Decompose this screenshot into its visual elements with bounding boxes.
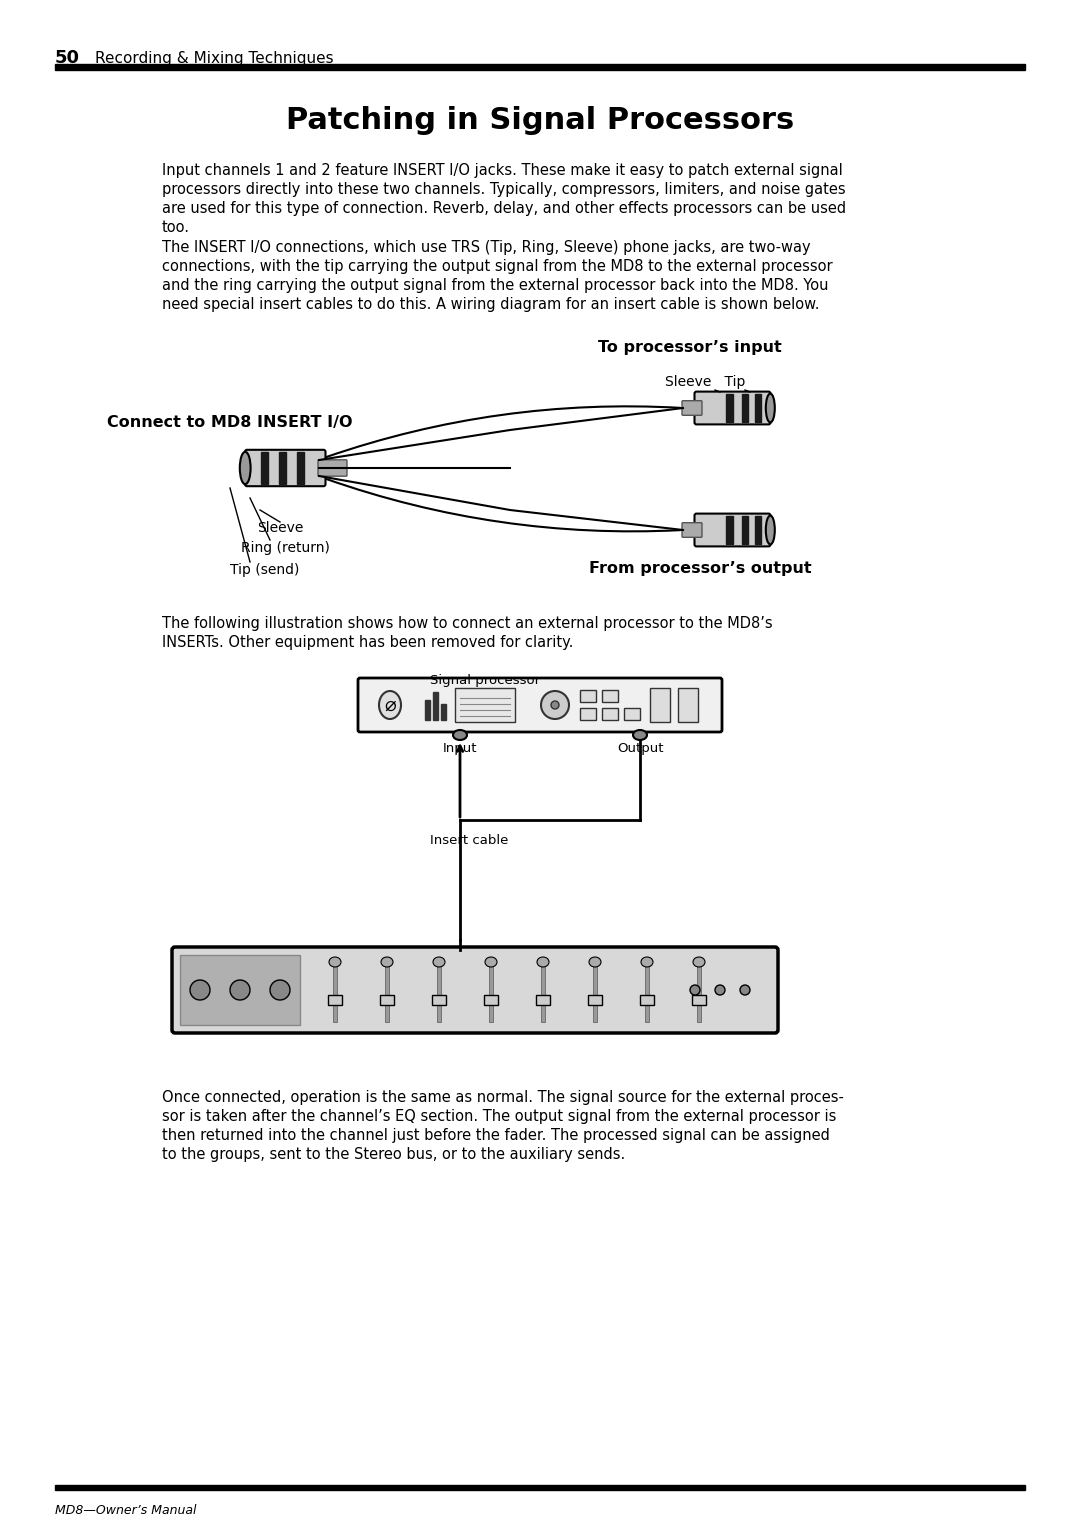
Bar xyxy=(742,515,747,544)
Bar xyxy=(580,707,596,720)
Ellipse shape xyxy=(766,394,774,422)
FancyBboxPatch shape xyxy=(357,678,723,732)
Bar xyxy=(726,515,732,544)
Text: then returned into the channel just before the fader. The processed signal can b: then returned into the channel just befo… xyxy=(162,1128,829,1143)
FancyBboxPatch shape xyxy=(172,947,778,1033)
Bar xyxy=(645,958,649,1022)
Bar xyxy=(541,958,545,1022)
Ellipse shape xyxy=(541,691,569,720)
Bar xyxy=(624,707,640,720)
Text: Once connected, operation is the same as normal. The signal source for the exter: Once connected, operation is the same as… xyxy=(162,1089,843,1105)
FancyBboxPatch shape xyxy=(694,391,770,425)
Ellipse shape xyxy=(642,957,653,967)
Bar xyxy=(484,995,498,1005)
Ellipse shape xyxy=(690,986,700,995)
Text: Sleeve   Tip: Sleeve Tip xyxy=(665,374,745,390)
Text: The INSERT I/O connections, which use TRS (Tip, Ring, Sleeve) phone jacks, are t: The INSERT I/O connections, which use TR… xyxy=(162,240,811,255)
Bar xyxy=(580,691,596,701)
Bar xyxy=(742,394,747,422)
FancyBboxPatch shape xyxy=(245,449,325,486)
Text: Recording & Mixing Techniques: Recording & Mixing Techniques xyxy=(95,50,334,66)
Ellipse shape xyxy=(633,730,647,740)
Bar xyxy=(432,995,446,1005)
Text: ⌀: ⌀ xyxy=(384,695,396,715)
Bar xyxy=(692,995,706,1005)
Text: too.: too. xyxy=(162,220,190,235)
Bar xyxy=(602,707,618,720)
Bar xyxy=(55,64,1025,70)
Ellipse shape xyxy=(381,957,393,967)
Ellipse shape xyxy=(485,957,497,967)
Text: Input channels 1 and 2 feature INSERT I/O jacks. These make it easy to patch ext: Input channels 1 and 2 feature INSERT I/… xyxy=(162,163,842,177)
Bar xyxy=(593,958,597,1022)
Ellipse shape xyxy=(740,986,750,995)
Ellipse shape xyxy=(589,957,600,967)
Bar xyxy=(437,958,441,1022)
Bar xyxy=(328,995,342,1005)
Text: Output: Output xyxy=(617,741,663,755)
Ellipse shape xyxy=(329,957,341,967)
Ellipse shape xyxy=(551,701,559,709)
Bar xyxy=(55,1485,1025,1490)
Text: Patching in Signal Processors: Patching in Signal Processors xyxy=(286,105,794,134)
Ellipse shape xyxy=(433,957,445,967)
Bar xyxy=(602,691,618,701)
FancyBboxPatch shape xyxy=(694,513,770,547)
Text: 50: 50 xyxy=(55,49,80,67)
Ellipse shape xyxy=(453,730,467,740)
Text: Connect to MD8 INSERT I/O: Connect to MD8 INSERT I/O xyxy=(107,414,353,429)
Text: connections, with the tip carrying the output signal from the MD8 to the externa: connections, with the tip carrying the o… xyxy=(162,260,833,274)
Bar xyxy=(380,995,394,1005)
Text: sor is taken after the channel’s EQ section. The output signal from the external: sor is taken after the channel’s EQ sect… xyxy=(162,1109,836,1125)
Text: The following illustration shows how to connect an external processor to the MD8: The following illustration shows how to … xyxy=(162,616,772,631)
Bar xyxy=(279,452,286,484)
Ellipse shape xyxy=(537,957,549,967)
Ellipse shape xyxy=(379,691,401,720)
Ellipse shape xyxy=(240,452,251,484)
Ellipse shape xyxy=(190,979,210,999)
Bar xyxy=(260,452,268,484)
Text: to the groups, sent to the Stereo bus, or to the auxiliary sends.: to the groups, sent to the Stereo bus, o… xyxy=(162,1148,625,1161)
Bar xyxy=(489,958,492,1022)
Bar xyxy=(384,958,389,1022)
Bar xyxy=(297,452,303,484)
Text: are used for this type of connection. Reverb, delay, and other effects processor: are used for this type of connection. Re… xyxy=(162,202,846,215)
Ellipse shape xyxy=(715,986,725,995)
Bar xyxy=(441,704,446,720)
Text: To processor’s input: To processor’s input xyxy=(598,339,782,354)
FancyBboxPatch shape xyxy=(318,460,347,477)
Bar xyxy=(333,958,337,1022)
Text: processors directly into these two channels. Typically, compressors, limiters, a: processors directly into these two chann… xyxy=(162,182,846,197)
Text: Ring (return): Ring (return) xyxy=(241,541,329,555)
Bar xyxy=(678,688,698,723)
Ellipse shape xyxy=(693,957,705,967)
Bar xyxy=(536,995,550,1005)
Bar xyxy=(650,688,670,723)
Text: and the ring carrying the output signal from the external processor back into th: and the ring carrying the output signal … xyxy=(162,278,828,293)
Text: From processor’s output: From processor’s output xyxy=(589,561,811,576)
Ellipse shape xyxy=(270,979,291,999)
Bar xyxy=(697,958,701,1022)
Bar xyxy=(640,995,654,1005)
Bar xyxy=(180,955,300,1025)
Text: Signal processor: Signal processor xyxy=(430,674,540,686)
FancyBboxPatch shape xyxy=(681,400,702,416)
Text: Input: Input xyxy=(443,741,477,755)
Text: MD8—Owner’s Manual: MD8—Owner’s Manual xyxy=(55,1504,197,1516)
Ellipse shape xyxy=(230,979,249,999)
Bar xyxy=(426,700,430,720)
Text: need special insert cables to do this. A wiring diagram for an insert cable is s: need special insert cables to do this. A… xyxy=(162,296,820,312)
Text: Sleeve: Sleeve xyxy=(257,521,303,535)
Text: Insert cable: Insert cable xyxy=(430,833,509,847)
Bar xyxy=(726,394,732,422)
Text: INSERTs. Other equipment has been removed for clarity.: INSERTs. Other equipment has been remove… xyxy=(162,636,573,649)
Bar xyxy=(588,995,602,1005)
Bar xyxy=(755,515,761,544)
Bar xyxy=(433,692,438,720)
Bar xyxy=(755,394,761,422)
Text: Tip (send): Tip (send) xyxy=(230,562,299,578)
Bar xyxy=(455,688,515,723)
Ellipse shape xyxy=(766,515,774,544)
FancyBboxPatch shape xyxy=(681,523,702,538)
